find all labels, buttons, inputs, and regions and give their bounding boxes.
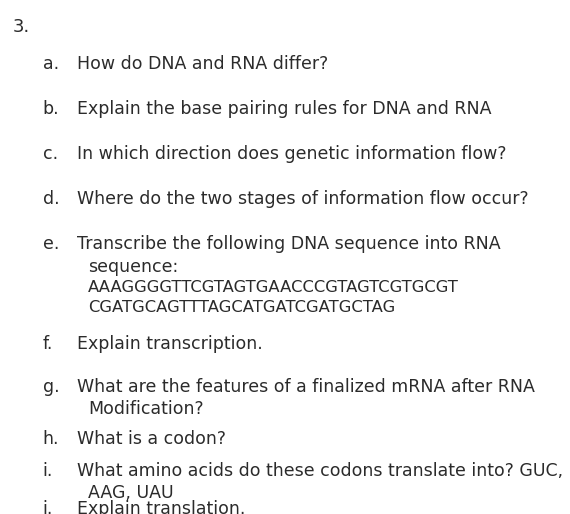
Text: f.: f. [43,335,53,353]
Text: h.: h. [43,430,59,448]
Text: a.: a. [43,55,59,73]
Text: AAG, UAU: AAG, UAU [88,484,174,502]
Text: In which direction does genetic information flow?: In which direction does genetic informat… [77,145,507,163]
Text: How do DNA and RNA differ?: How do DNA and RNA differ? [77,55,328,73]
Text: e.: e. [43,235,59,253]
Text: Explain translation.: Explain translation. [77,500,245,514]
Text: i.: i. [43,462,53,480]
Text: Modification?: Modification? [88,400,204,418]
Text: CGATGCAGTTTAGCATGATCGATGCTAG: CGATGCAGTTTAGCATGATCGATGCTAG [88,300,396,315]
Text: What is a codon?: What is a codon? [77,430,226,448]
Text: j.: j. [43,500,53,514]
Text: sequence:: sequence: [88,258,178,276]
Text: Explain transcription.: Explain transcription. [77,335,263,353]
Text: c.: c. [43,145,58,163]
Text: Transcribe the following DNA sequence into RNA: Transcribe the following DNA sequence in… [77,235,500,253]
Text: What are the features of a finalized mRNA after RNA: What are the features of a finalized mRN… [77,378,535,396]
Text: g.: g. [43,378,59,396]
Text: 3.: 3. [13,18,30,36]
Text: b.: b. [43,100,59,118]
Text: Where do the two stages of information flow occur?: Where do the two stages of information f… [77,190,528,208]
Text: What amino acids do these codons translate into? GUC,: What amino acids do these codons transla… [77,462,563,480]
Text: Explain the base pairing rules for DNA and RNA: Explain the base pairing rules for DNA a… [77,100,491,118]
Text: d.: d. [43,190,59,208]
Text: AAAGGGGTTCGTAGTGAACCCGTAGTCGTGCGT: AAAGGGGTTCGTAGTGAACCCGTAGTCGTGCGT [88,280,459,295]
